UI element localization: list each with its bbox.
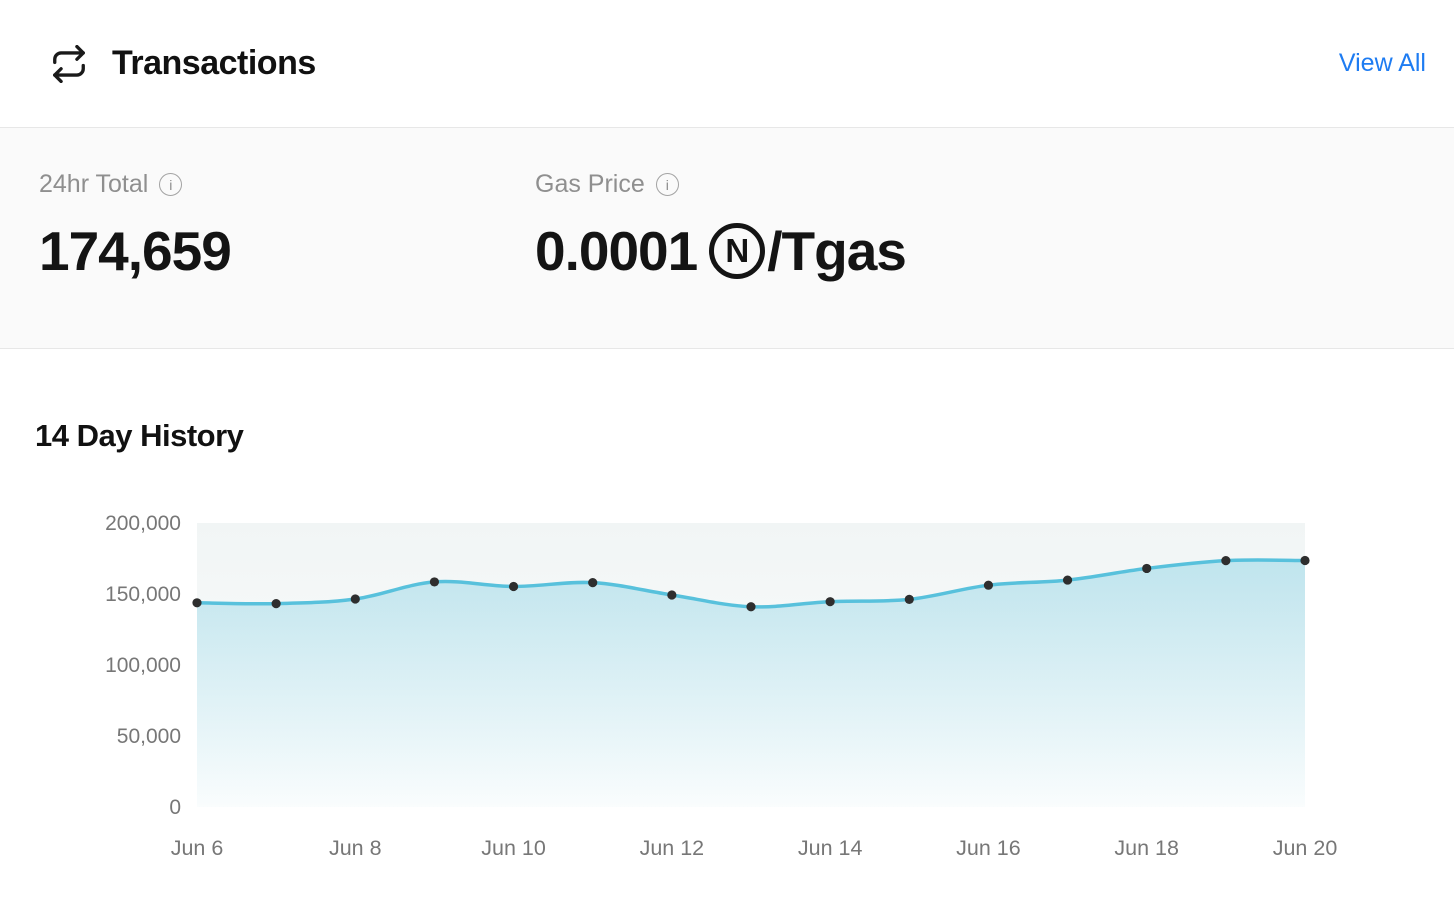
x-tick-label: Jun 10 bbox=[481, 836, 546, 860]
history-area bbox=[197, 560, 1305, 807]
stat-gas-price-label: Gas Price bbox=[535, 170, 645, 198]
data-point bbox=[192, 598, 202, 608]
stat-gas-price: Gas Price i 0.0001 N /Tgas bbox=[535, 170, 1031, 348]
near-symbol-icon: N bbox=[709, 223, 766, 279]
data-point bbox=[588, 578, 598, 588]
gas-price-amount: 0.0001 bbox=[535, 220, 698, 282]
stat-24hr-total: 24hr Total i 174,659 bbox=[39, 170, 535, 348]
data-point bbox=[1142, 563, 1152, 574]
data-point bbox=[429, 577, 440, 587]
history-section: 14 Day History 0 50,000 100,000 150,000 200,… bbox=[0, 349, 1454, 879]
y-tick-label: 150,000 bbox=[105, 583, 181, 606]
data-point bbox=[667, 590, 677, 600]
stat-gas-price-value: 0.0001 N /Tgas bbox=[535, 219, 1031, 283]
view-all-link[interactable]: View All bbox=[1338, 49, 1426, 77]
data-point bbox=[1300, 555, 1310, 566]
stats-bar: 24hr Total i 174,659 Gas Price i 0.0001 … bbox=[0, 128, 1454, 349]
stat-24hr-total-label: 24hr Total bbox=[39, 170, 149, 198]
page-title: Transactions bbox=[112, 44, 316, 82]
info-icon[interactable]: i bbox=[655, 173, 679, 196]
x-tick-label: Jun 14 bbox=[798, 836, 863, 860]
data-point bbox=[271, 599, 281, 609]
stat-24hr-total-value: 174,659 bbox=[39, 220, 232, 282]
data-point bbox=[825, 597, 835, 607]
y-tick-label: 0 bbox=[169, 796, 181, 819]
data-point bbox=[1221, 556, 1231, 566]
y-tick-label: 50,000 bbox=[117, 725, 181, 748]
y-tick-label: 200,000 bbox=[105, 512, 181, 535]
x-tick-label: Jun 20 bbox=[1273, 836, 1338, 860]
stat-gas-price-label-row: Gas Price i bbox=[535, 170, 1031, 199]
gas-price-unit: /Tgas bbox=[767, 220, 907, 282]
transactions-repeat-icon bbox=[50, 44, 88, 83]
data-point bbox=[508, 581, 519, 592]
data-point bbox=[350, 594, 360, 604]
x-tick-label: Jun 18 bbox=[1114, 836, 1179, 860]
x-tick-label: Jun 6 bbox=[171, 836, 224, 860]
stat-24hr-total-label-row: 24hr Total i bbox=[39, 170, 535, 199]
x-tick-label: Jun 16 bbox=[956, 836, 1021, 860]
history-chart[interactable]: 0 50,000 100,000 150,000 200,000 Jun 6 Jun 8 Ju… bbox=[0, 509, 1454, 879]
data-point bbox=[983, 580, 994, 590]
widget-header: Transactions View All bbox=[0, 0, 1454, 128]
data-point bbox=[1062, 575, 1073, 585]
near-symbol-letter: N bbox=[725, 232, 750, 269]
x-tick-label: Jun 8 bbox=[329, 836, 382, 860]
info-icon[interactable]: i bbox=[159, 173, 183, 196]
y-tick-label: 100,000 bbox=[105, 654, 181, 677]
data-point bbox=[904, 594, 914, 604]
history-title: 14 Day History bbox=[35, 418, 244, 453]
data-point bbox=[746, 602, 756, 612]
x-tick-label: Jun 12 bbox=[640, 836, 705, 860]
